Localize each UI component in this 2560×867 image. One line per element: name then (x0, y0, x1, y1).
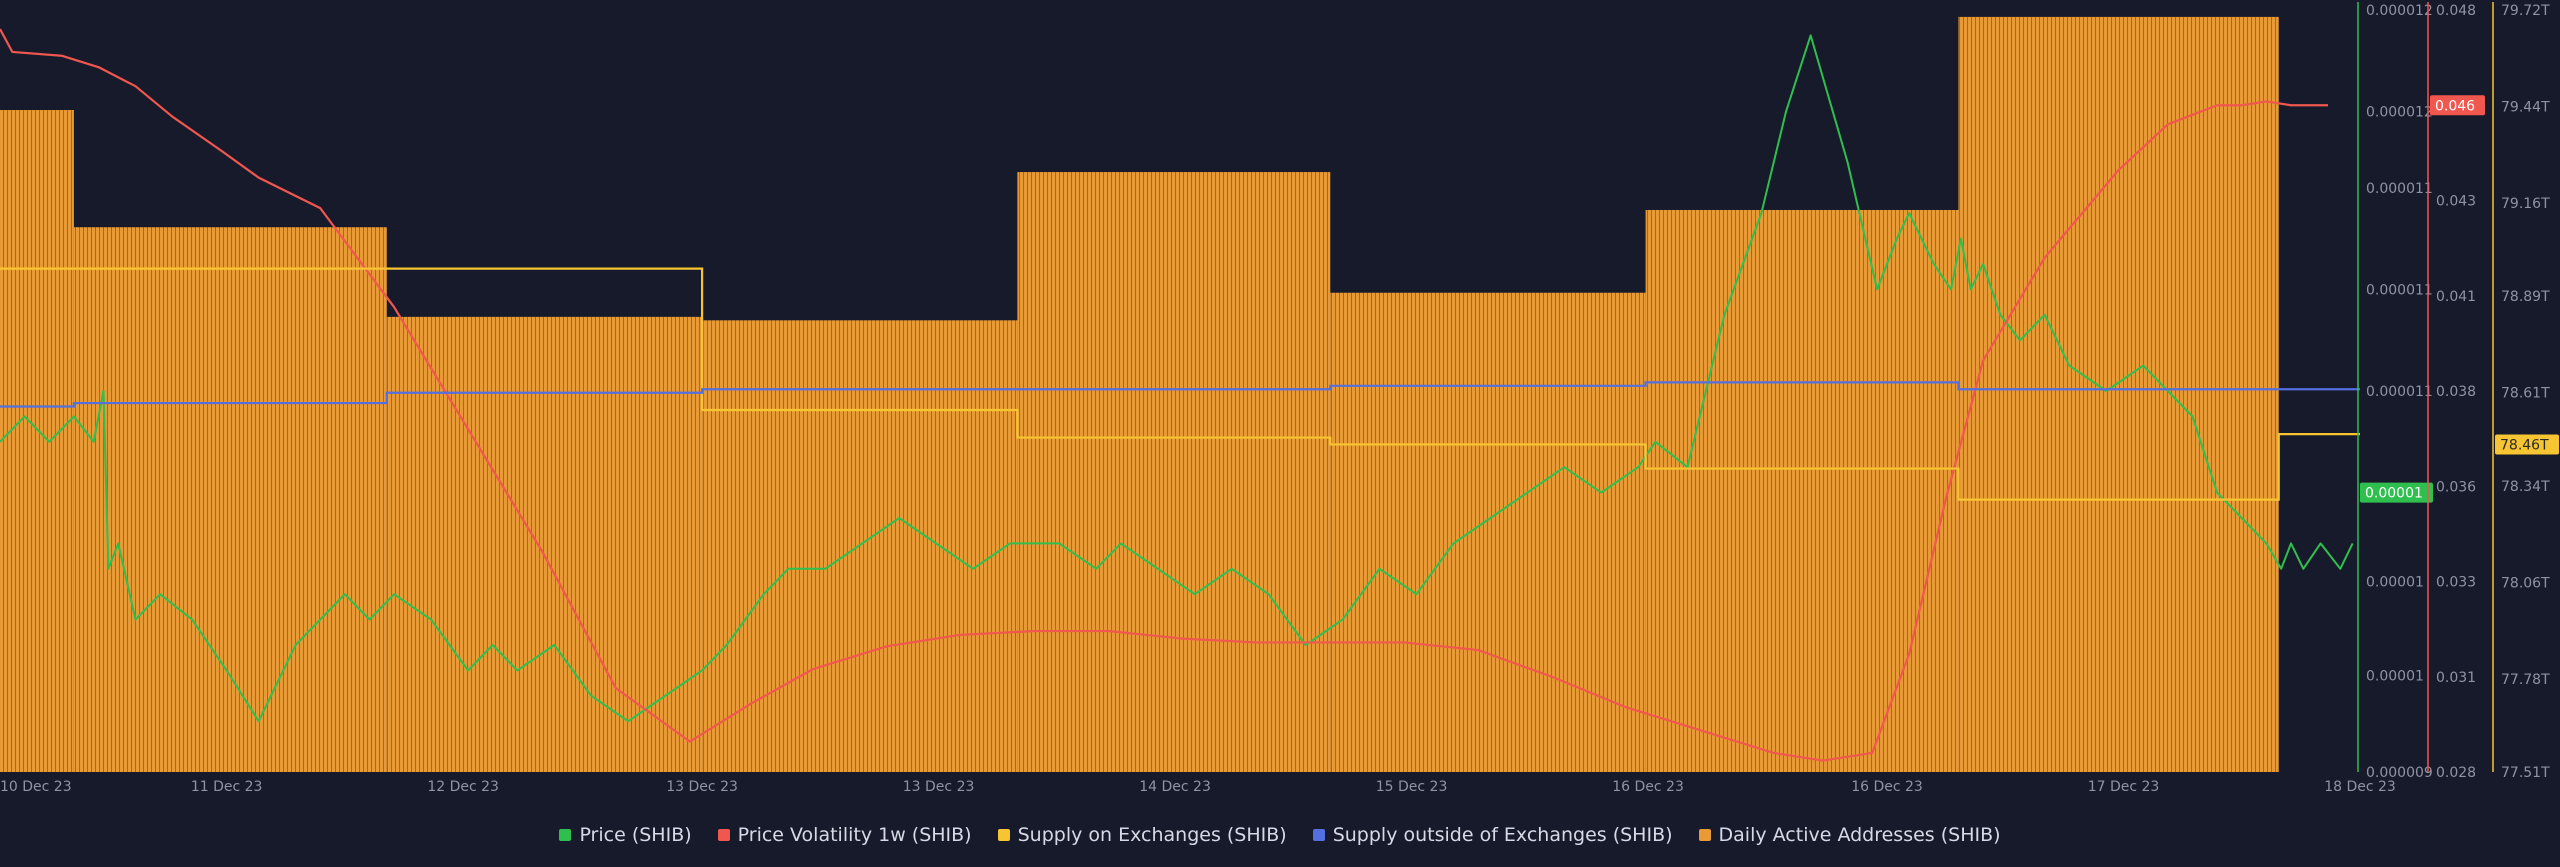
legend-item[interactable]: Price (SHIB) (559, 824, 692, 846)
supply-tick-label: 78.89T (2501, 289, 2550, 305)
active-addresses-bar (1645, 209, 1959, 772)
supply-tick-label: 79.16T (2501, 196, 2550, 212)
legend-item[interactable]: Supply on Exchanges (SHIB) (997, 824, 1287, 846)
legend-swatch (559, 829, 572, 841)
x-tick-label: 17 Dec 23 (2088, 779, 2160, 795)
supply-tick-label: 78.06T (2501, 575, 2550, 591)
volatility-tick-label: 0.028 (2436, 765, 2476, 781)
volatility-current-badge (2430, 95, 2485, 116)
x-tick-label: 16 Dec 23 (1851, 779, 1923, 795)
x-tick-label: 13 Dec 23 (666, 779, 738, 795)
supply-tick-label: 79.44T (2501, 100, 2550, 116)
price-tick-label: 0.000011 (2366, 384, 2433, 400)
volatility-tick-label: 0.036 (2436, 479, 2476, 495)
volatility-tick-label: 0.038 (2436, 384, 2476, 400)
price-tick-label: 0.000009 (2366, 765, 2433, 781)
supply-tick-label: 79.72T (2501, 3, 2550, 19)
legend: Price (SHIB) Price Volatility 1w (SHIB) Su… (0, 820, 2560, 850)
price-tick-label: 0.000012 (2366, 3, 2433, 19)
volatility-tick-label: 0.041 (2436, 289, 2476, 305)
supply-current-label: 78.46T (2500, 437, 2549, 453)
legend-swatch (997, 829, 1010, 841)
active-addresses-bars (0, 16, 2279, 772)
x-tick-label: 16 Dec 23 (1612, 779, 1684, 795)
legend-label: Price Volatility 1w (SHIB) (737, 824, 972, 846)
price-tick-label: 0.00001 (2366, 668, 2424, 684)
price-tick-label: 0.00001 (2366, 575, 2424, 591)
series-line-0 (0, 34, 2354, 723)
price-tick-label: 0.000011 (2366, 282, 2433, 298)
legend-item[interactable]: Daily Active Addresses (SHIB) (1698, 824, 2001, 846)
volatility-tick-label: 0.043 (2436, 194, 2476, 210)
series-lines (0, 28, 2360, 762)
active-addresses-bar (1330, 292, 1646, 772)
supply-current-badge (2495, 434, 2559, 455)
series-line-2 (0, 267, 2360, 501)
active-addresses-bar (0, 109, 74, 772)
x-tick-label: 10 Dec 23 (0, 779, 72, 795)
legend-label: Supply on Exchanges (SHIB) (1017, 824, 1287, 846)
legend-label: Supply outside of Exchanges (SHIB) (1332, 824, 1673, 846)
series-line-1 (0, 28, 2328, 762)
x-tick-label: 15 Dec 23 (1376, 779, 1448, 795)
series-line-3 (0, 381, 2360, 408)
volatility-tick-label: 0.033 (2436, 575, 2476, 591)
active-addresses-bar (1958, 16, 2279, 772)
supply-tick-label: 77.78T (2501, 672, 2550, 688)
x-tick-label: 11 Dec 23 (191, 779, 263, 795)
axes: 0.0000120.0000120.0000110.0000110.000011… (0, 2, 2559, 795)
volatility-current-label: 0.046 (2435, 98, 2475, 114)
active-addresses-bar (1017, 172, 1331, 772)
legend-swatch (1312, 829, 1325, 841)
price-current-badge (2360, 482, 2433, 503)
legend-swatch (1698, 829, 1711, 841)
volatility-tick-label: 0.048 (2436, 3, 2476, 19)
x-tick-label: 14 Dec 23 (1139, 779, 1211, 795)
legend-swatch (717, 829, 730, 841)
legend-item[interactable]: Price Volatility 1w (SHIB) (717, 824, 972, 846)
volatility-tick-label: 0.031 (2436, 670, 2476, 686)
legend-label: Price (SHIB) (579, 824, 692, 846)
supply-tick-label: 77.51T (2501, 765, 2550, 781)
supply-tick-label: 78.61T (2501, 386, 2550, 402)
price-tick-label: 0.000011 (2366, 181, 2433, 197)
supply-tick-label: 78.34T (2501, 479, 2550, 495)
x-tick-label: 12 Dec 23 (427, 779, 499, 795)
price-tick-label: 0.000012 (2366, 105, 2433, 121)
active-addresses-bar (73, 227, 387, 772)
legend-label: Daily Active Addresses (SHIB) (1718, 824, 2001, 846)
legend-item[interactable]: Supply outside of Exchanges (SHIB) (1312, 824, 1673, 846)
price-current-label: 0.00001 (2365, 486, 2423, 502)
chart-svg: 0.0000120.0000120.0000110.0000110.000011… (0, 2, 2559, 795)
x-tick-label: 13 Dec 23 (903, 779, 975, 795)
x-tick-label: 18 Dec 23 (2324, 779, 2396, 795)
